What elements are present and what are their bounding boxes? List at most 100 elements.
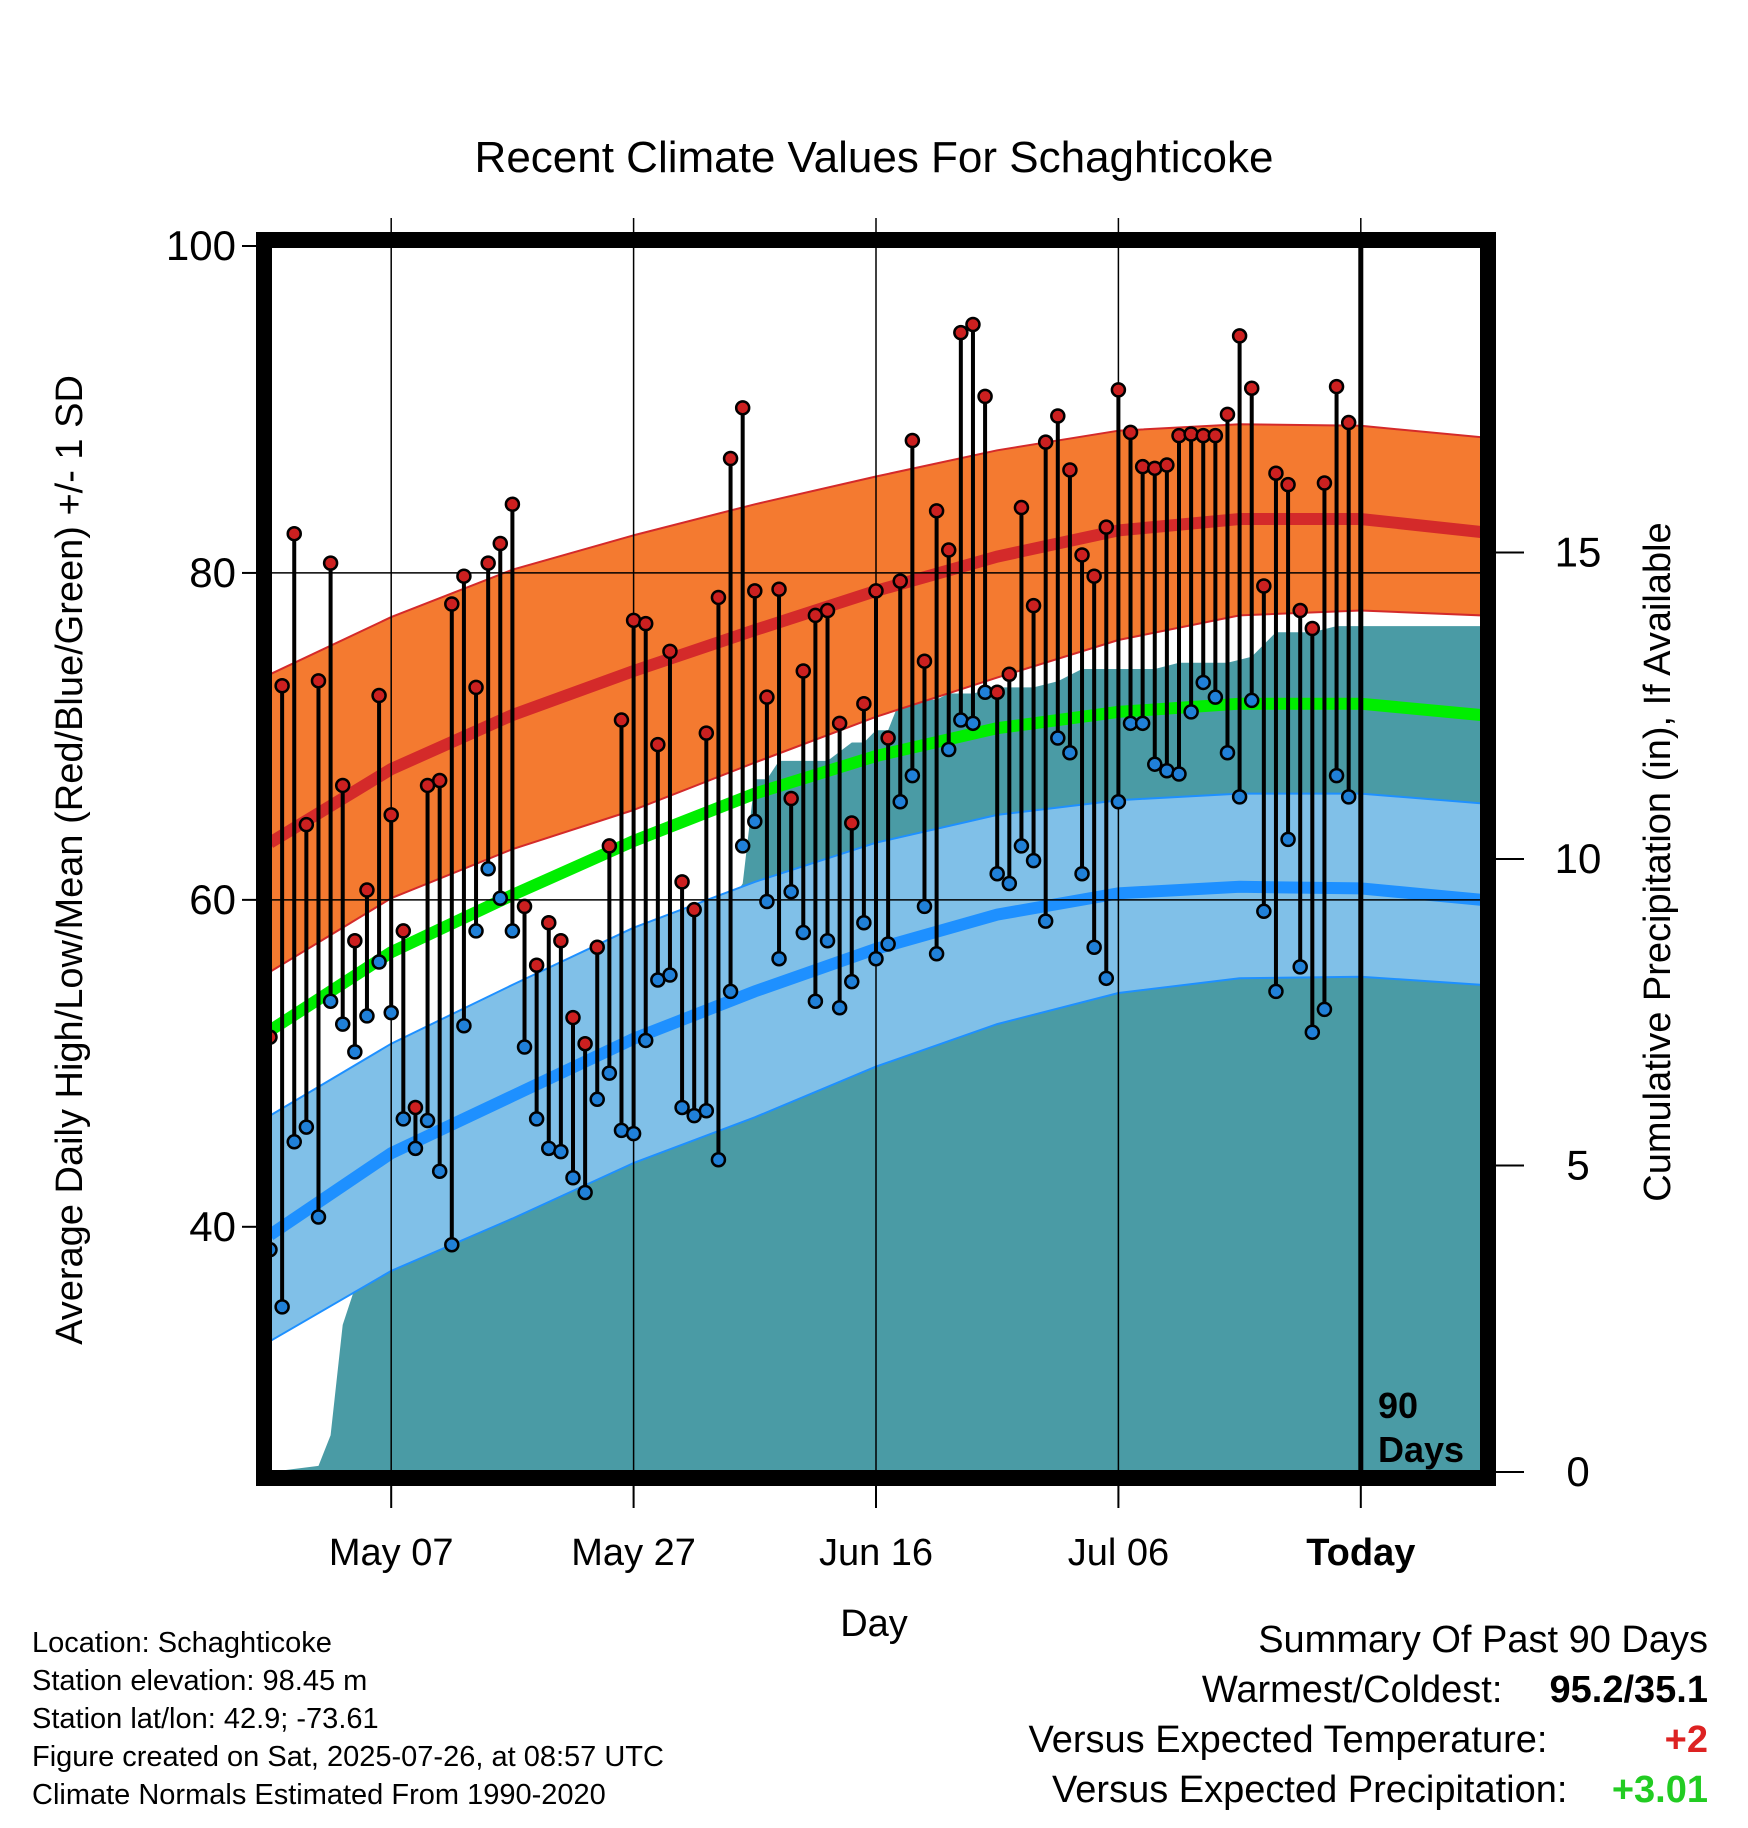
obs-low-point [856, 915, 872, 931]
obs-low-point [1219, 744, 1236, 761]
y2-tick-label: 5 [1566, 1142, 1589, 1189]
temp-value: +2 [1664, 1719, 1708, 1761]
axes-layer: 40 60 80 100 0 5 10 15 May 07 May 27 Jun 16 Jul 06 T… [166, 222, 1601, 1574]
warmest-coldest-label: Warmest/Coldest: [1201, 1669, 1503, 1711]
obs-low-point [1243, 692, 1260, 709]
y2-tick-label: 0 [1566, 1448, 1589, 1495]
y2-tick-label: 15 [1555, 529, 1602, 576]
obs-high-point [468, 679, 484, 696]
obs-high-point [662, 643, 678, 660]
obs-low-point [516, 1039, 533, 1055]
obs-low-point [1086, 939, 1102, 956]
obs-low-point [1062, 744, 1078, 761]
obs-high-point [1304, 620, 1321, 637]
obs-low-point [347, 1044, 363, 1060]
latlon-text: Station lat/lon: 42.9; -73.61 [32, 1703, 379, 1735]
obs-low-point [1025, 852, 1042, 869]
obs-high-point [286, 525, 302, 542]
obs-low-point [892, 794, 908, 810]
obs-high-point [953, 324, 969, 341]
obs-high-point [977, 388, 993, 405]
obs-high-point [371, 687, 387, 704]
obs-high-point [541, 915, 557, 931]
obs-high-point [589, 939, 605, 956]
x-tick-label: May 27 [571, 1532, 696, 1574]
obs-high-point [1280, 476, 1296, 493]
obs-low-point [310, 1209, 327, 1225]
summary-precipitation: Versus Expected Precipitation: +3.01 [1029, 1765, 1708, 1815]
obs-high-point [274, 677, 290, 694]
obs-high-point [347, 932, 363, 949]
obs-low-point [747, 813, 763, 830]
obs-low-point [298, 1119, 315, 1135]
obs-high-point [856, 695, 872, 712]
obs-low-point [492, 890, 509, 906]
obs-low-point [1207, 689, 1224, 705]
created-text: Figure created on Sat, 2025-07-26, at 08… [32, 1741, 664, 1773]
obs-high-point [359, 882, 375, 898]
obs-high-point [504, 496, 521, 513]
obs-low-point [1110, 794, 1127, 810]
obs-high-point [783, 790, 799, 807]
obs-high-point [844, 815, 860, 831]
y2-tick-label: 10 [1555, 835, 1602, 882]
obs-high-point [698, 725, 715, 741]
obs-high-point [759, 689, 775, 705]
obs-high-point [492, 535, 509, 552]
obs-high-point [1074, 547, 1090, 563]
obs-high-point [686, 901, 702, 918]
obs-high-point [1122, 424, 1139, 441]
obs-low-point [928, 946, 945, 962]
obs-low-point [771, 950, 787, 967]
obs-low-point [359, 1008, 375, 1024]
obs-high-point [1086, 568, 1102, 584]
summary-warmest-coldest: Warmest/Coldest: 95.2/35.1 [1029, 1665, 1708, 1715]
obs-high-point [1025, 597, 1042, 614]
precip-label: Versus Expected Precipitation: [1052, 1769, 1568, 1811]
obs-high-point [334, 777, 351, 794]
obs-high-point [1207, 427, 1224, 444]
obs-high-point [1098, 519, 1115, 535]
y-tick-label: 60 [189, 876, 236, 923]
obs-low-point [662, 967, 678, 983]
obs-low-point [1037, 913, 1054, 929]
obs-high-point [674, 874, 690, 890]
obs-low-point [1050, 730, 1066, 746]
obs-low-point [480, 861, 496, 877]
obs-high-point [1316, 475, 1333, 491]
obs-high-point [831, 715, 848, 732]
obs-low-point [1304, 1024, 1321, 1041]
obs-high-point [1013, 499, 1030, 516]
obs-low-point [625, 1125, 642, 1142]
obs-low-point [1098, 970, 1115, 987]
obs-low-point [1268, 983, 1284, 1000]
obs-high-point [577, 1035, 593, 1052]
obs-high-point [431, 772, 448, 789]
x-tick-label: Jul 06 [1068, 1532, 1169, 1574]
warmest-coldest-value: 95.2/35.1 [1549, 1669, 1708, 1711]
obs-high-point [904, 432, 921, 449]
obs-high-point [1001, 666, 1018, 683]
window-label-90: 90 [1378, 1385, 1418, 1426]
obs-high-point [710, 589, 727, 606]
chart-title: Recent Climate Values For Schaghticoke [475, 133, 1274, 182]
obs-high-point [722, 450, 739, 467]
observations-layer [262, 316, 1357, 1315]
obs-high-point [734, 400, 751, 416]
obs-high-point [1062, 462, 1078, 478]
y-tick-label: 100 [166, 222, 236, 269]
obs-low-point [1231, 789, 1248, 805]
obs-low-point [565, 1170, 581, 1186]
obs-high-point [613, 712, 630, 728]
obs-low-point [1280, 831, 1296, 848]
obs-low-point [1134, 715, 1151, 732]
obs-high-point [456, 568, 472, 584]
obs-low-point [710, 1152, 727, 1168]
obs-high-point [1340, 414, 1357, 431]
obs-low-point [759, 893, 775, 910]
obs-low-point [831, 1000, 848, 1016]
obs-high-point [1268, 465, 1284, 481]
obs-low-point [1292, 959, 1308, 975]
obs-high-point [1219, 406, 1236, 423]
